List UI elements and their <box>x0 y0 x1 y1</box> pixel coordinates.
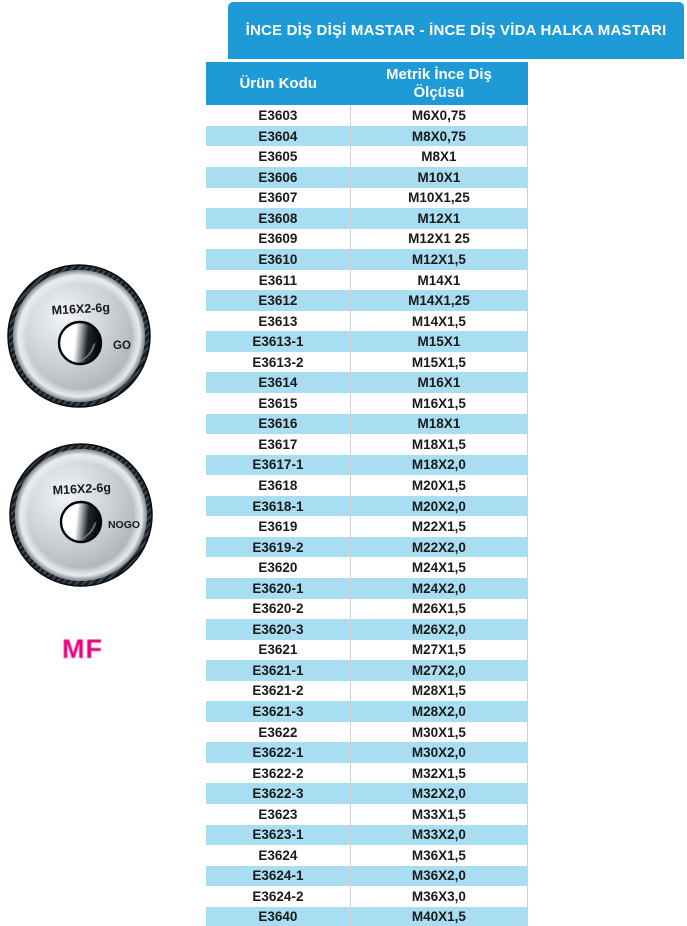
svg-text:NOGO: NOGO <box>108 519 140 531</box>
svg-text:GO: GO <box>113 340 131 352</box>
